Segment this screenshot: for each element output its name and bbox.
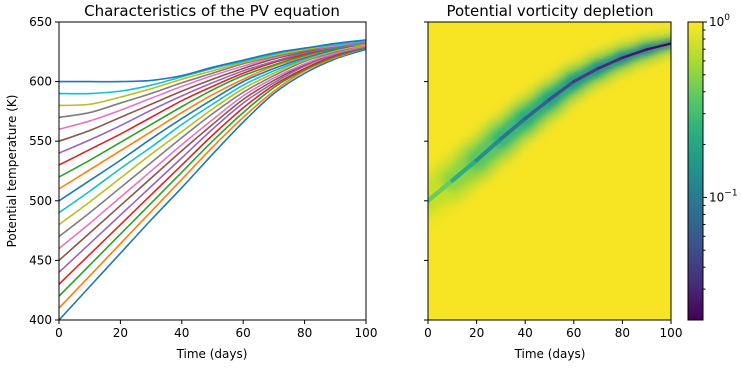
ridge-segment-3	[499, 116, 528, 141]
right-x-tick-label-2: 40	[518, 326, 533, 340]
heatmap-ridge	[428, 42, 671, 204]
series-line-15	[59, 40, 366, 142]
left-y-tick-label-2: 500	[29, 194, 52, 208]
heatmap-image	[428, 22, 671, 320]
right-x-tick-label-3: 60	[566, 326, 581, 340]
colorbar-tick-exponent-0: 0	[724, 13, 730, 23]
series-line-18	[59, 40, 366, 107]
series-line-2	[59, 47, 366, 297]
series-line-5	[59, 45, 366, 261]
series-line-17	[59, 40, 366, 119]
right-x-tick-label-1: 20	[469, 326, 484, 340]
series-line-7	[59, 43, 366, 238]
series-line-1	[59, 47, 366, 309]
colorbar-tick-label-0: 100	[709, 13, 730, 29]
ridge-segment-9	[645, 42, 671, 51]
series-line-4	[59, 46, 366, 273]
colorbar-ticks: 100 10−1	[703, 13, 738, 290]
left-y-ticks: 400 450 500 550 600 650	[29, 15, 59, 327]
ridge-segment-6	[572, 66, 600, 84]
right-panel: Potential vorticity depletion 0 20 40 60 80 1…	[424, 2, 682, 361]
series-line-3	[59, 46, 366, 285]
series-line-14	[59, 41, 366, 154]
left-x-tick-label-1: 20	[113, 326, 128, 340]
left-x-tick-label-2: 40	[174, 326, 189, 340]
series-line-11	[59, 42, 366, 190]
left-series-group	[59, 39, 366, 320]
left-y-tick-label-1: 450	[29, 253, 52, 267]
series-line-0	[59, 48, 366, 320]
left-x-tick-label-5: 100	[355, 326, 378, 340]
right-x-ticks: 0 20 40 60 80 100	[424, 320, 682, 340]
left-plot-frame	[58, 21, 367, 321]
left-y-tick-label-0: 400	[29, 313, 52, 327]
left-y-tick-label-4: 600	[29, 75, 52, 89]
right-chart-title: Potential vorticity depletion	[446, 2, 653, 20]
left-x-tick-label-0: 0	[55, 326, 63, 340]
colorbar: 100 10−1	[687, 13, 738, 321]
left-x-tick-label-3: 60	[236, 326, 251, 340]
series-line-20	[59, 39, 366, 83]
right-plot-frame	[427, 21, 672, 321]
ridge-segment-0	[428, 178, 455, 204]
ridge-segment-4	[523, 97, 552, 121]
ridge-segment-1	[450, 158, 479, 183]
left-chart-title: Characteristics of the PV equation	[84, 2, 340, 20]
colorbar-tick-exponent-1: −1	[724, 188, 737, 198]
left-y-tick-label-3: 550	[29, 134, 52, 148]
colorbar-gradient	[688, 22, 703, 320]
series-line-8	[59, 43, 366, 226]
right-x-tick-label-0: 0	[424, 326, 432, 340]
ridge-segment-5	[547, 79, 576, 102]
series-line-6	[59, 45, 366, 250]
colorbar-tick-label-1: 10−1	[709, 188, 738, 204]
series-line-10	[59, 42, 366, 202]
left-x-ticks: 0 20 40 60 80 100	[55, 320, 377, 340]
left-panel: Characteristics of the PV equation 0 20 40…	[5, 2, 377, 361]
series-line-12	[59, 41, 366, 178]
left-x-axis-label: Time (days)	[176, 347, 248, 361]
series-line-13	[59, 41, 366, 166]
left-y-axis-label: Potential temperature (K)	[5, 95, 19, 248]
ridge-segment-7	[596, 56, 624, 70]
colorbar-frame	[687, 21, 704, 321]
ridge-segment-2	[474, 136, 503, 163]
ridge-segment-8	[621, 48, 648, 60]
left-x-tick-label-4: 80	[297, 326, 312, 340]
left-y-tick-label-5: 650	[29, 15, 52, 29]
right-y-ticks	[424, 21, 428, 321]
right-x-axis-label: Time (days)	[514, 347, 586, 361]
right-x-tick-label-4: 80	[615, 326, 630, 340]
right-x-tick-label-5: 100	[660, 326, 683, 340]
